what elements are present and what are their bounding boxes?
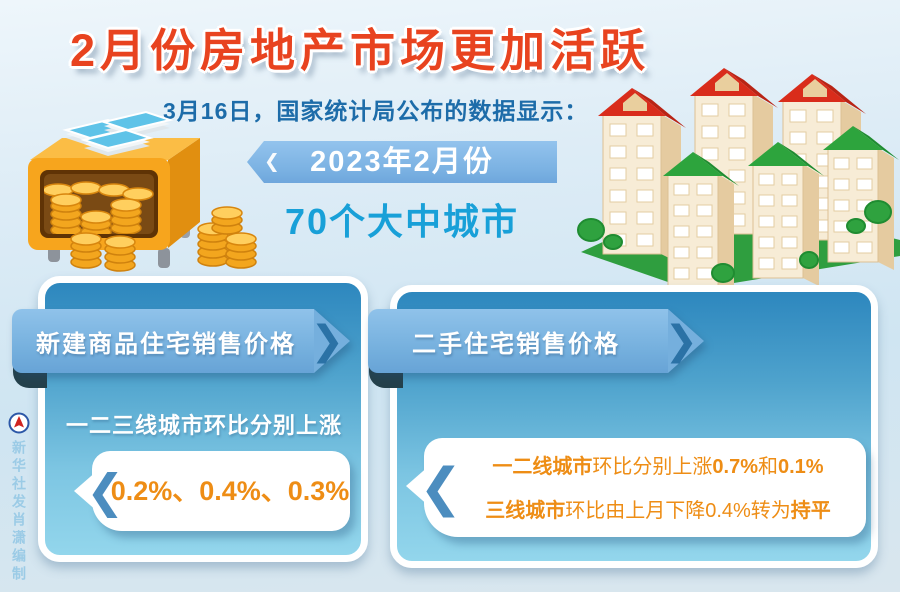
buildings-illustration (577, 67, 900, 297)
chevron-left-icon: ❮ (86, 465, 125, 517)
text-segment: 和 (758, 456, 778, 478)
second-hand-header: 二手住宅销售价格 (412, 330, 620, 358)
xinhua-logo (8, 412, 30, 434)
chevron-left-icon: ❮ (264, 151, 280, 173)
second-hand-line-2: 三线城市环比由上月下降0.4%转为持平 (454, 489, 862, 533)
second-hand-bubble: ❮ 一二线城市环比分别上涨0.7%和0.1% 三线城市环比由上月下降0.4%转为… (406, 438, 866, 537)
page-subtitle: 3月16日，国家统计局公布的数据显示： (163, 98, 589, 124)
new-homes-bubble: ❮ 0.2%、0.4%、0.3% (74, 451, 350, 531)
second-hand-ribbon: 二手住宅销售价格 ❯ (368, 309, 704, 373)
date-banner: ❮ 2023年2月份 (247, 141, 557, 183)
text-segment: 0.7% (712, 456, 758, 478)
new-homes-line: 一二三线城市环比分别上涨 (65, 413, 342, 438)
second-hand-lines: 一二线城市环比分别上涨0.7%和0.1% 三线城市环比由上月下降0.4%转为持平 (424, 438, 866, 533)
text-segment: 环比由上月下降0.4%转为 (565, 500, 791, 522)
chevron-right-icon: ❯ (664, 319, 698, 363)
date-banner-label: 2023年2月份 (310, 146, 494, 178)
text-segment: 环比分别上涨 (592, 456, 713, 478)
new-homes-ribbon: 新建商品住宅销售价格 ❯ (12, 309, 350, 373)
text-segment: 持平 (790, 500, 831, 522)
credit-block: 新华社发肖潇编制 (6, 412, 32, 584)
text-segment: 0.1% (778, 456, 824, 478)
credit-text: 新华社发肖潇编制 (11, 440, 27, 584)
text-segment: 一二线城市 (492, 456, 593, 478)
cities-label: 70个大中城市 (284, 201, 520, 242)
new-homes-header: 新建商品住宅销售价格 (36, 330, 296, 358)
second-hand-line-1: 一二线城市环比分别上涨0.7%和0.1% (454, 445, 862, 489)
chevron-right-icon: ❯ (310, 319, 344, 363)
chevron-left-icon: ❮ (419, 458, 463, 517)
page-title: 2月份房地产市场更加活跃 (69, 25, 651, 76)
text-segment: 三线城市 (485, 500, 566, 522)
new-homes-values: 0.2%、0.4%、0.3% (110, 476, 350, 506)
safe-money-illustration (28, 111, 257, 272)
